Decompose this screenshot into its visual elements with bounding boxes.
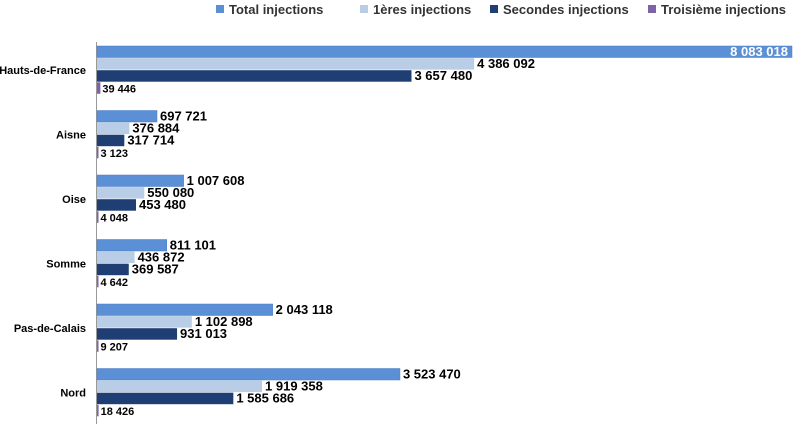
value-label-aisne-1eres-injections: 376 884 bbox=[132, 121, 180, 136]
value-label-pas-de-calais-troisieme-injections: 9 207 bbox=[101, 341, 129, 353]
bar-oise-secondes-injections bbox=[97, 199, 136, 211]
chart-legend: Total injections 1ères injections Secondes… bbox=[216, 2, 786, 17]
value-label-pas-de-calais-total-injections: 2 043 118 bbox=[276, 302, 333, 317]
value-label-pas-de-calais-1eres-injections: 1 102 898 bbox=[195, 314, 253, 329]
bar-hauts-de-france-troisieme-injections bbox=[97, 82, 101, 94]
legend-swatch-secondes-injections bbox=[490, 5, 498, 13]
bar-hauts-de-france-1eres-injections bbox=[97, 58, 475, 70]
data-labels-group: 8 083 018 4 386 092 3 657 480 39 446 697 721… bbox=[101, 44, 789, 418]
bar-hauts-de-france-total-injections bbox=[96, 45, 793, 58]
bar-aisne-1eres-injections bbox=[97, 122, 130, 135]
bar-pas-de-calais-secondes-injections bbox=[97, 328, 178, 340]
bars-group bbox=[96, 45, 793, 417]
category-label-oise: Oise bbox=[62, 194, 86, 206]
category-label-hauts-de-france: Hauts-de-France bbox=[0, 65, 86, 77]
category-label-aisne: Aisne bbox=[56, 130, 86, 142]
bar-nord-total-injections bbox=[96, 368, 401, 381]
category-label-nord: Nord bbox=[60, 388, 86, 400]
legend-label-total-injections: Total injections bbox=[229, 2, 323, 17]
value-label-hauts-de-france-troisieme-injections: 39 446 bbox=[102, 83, 136, 95]
value-label-hauts-de-france-secondes-injections: 3 657 480 bbox=[414, 68, 472, 83]
value-label-pas-de-calais-secondes-injections: 931 013 bbox=[180, 326, 227, 341]
category-label-somme: Somme bbox=[46, 259, 86, 271]
bar-somme-1eres-injections bbox=[97, 251, 135, 264]
legend-label-troisieme-injections: Troisième injections bbox=[661, 2, 786, 17]
bar-hauts-de-france-secondes-injections bbox=[97, 70, 412, 82]
value-label-hauts-de-france-total-injections: 8 083 018 bbox=[730, 44, 788, 59]
value-label-oise-total-injections: 1 007 608 bbox=[187, 173, 245, 188]
legend-label-1eres-injections: 1ères injections bbox=[373, 2, 471, 17]
value-label-aisne-troisieme-injections: 3 123 bbox=[101, 148, 129, 160]
value-label-somme-troisieme-injections: 4 642 bbox=[101, 277, 129, 289]
bar-nord-troisieme-injections bbox=[97, 404, 99, 417]
bar-aisne-secondes-injections bbox=[97, 134, 125, 147]
bar-nord-secondes-injections bbox=[97, 392, 234, 405]
value-label-aisne-total-injections: 697 721 bbox=[160, 109, 207, 124]
bar-nord-1eres-injections bbox=[97, 380, 263, 393]
value-label-nord-1eres-injections: 1 919 358 bbox=[265, 379, 323, 394]
bar-oise-1eres-injections bbox=[97, 187, 145, 199]
bar-aisne-total-injections bbox=[96, 110, 158, 123]
legend-swatch-1eres-injections bbox=[360, 5, 368, 13]
value-label-oise-troisieme-injections: 4 048 bbox=[101, 212, 129, 224]
bar-oise-total-injections bbox=[96, 174, 184, 187]
value-label-nord-secondes-injections: 1 585 686 bbox=[236, 391, 294, 406]
bar-somme-troisieme-injections bbox=[97, 275, 99, 288]
bar-aisne-troisieme-injections bbox=[97, 146, 99, 159]
value-label-somme-secondes-injections: 369 587 bbox=[132, 262, 179, 277]
value-label-somme-1eres-injections: 436 872 bbox=[138, 250, 185, 265]
value-label-nord-troisieme-injections: 18 426 bbox=[101, 406, 135, 418]
bar-somme-secondes-injections bbox=[97, 263, 129, 276]
bar-somme-total-injections bbox=[96, 239, 167, 252]
category-labels: Hauts-de-France Aisne Oise Somme Pas-de-Cala… bbox=[0, 65, 86, 400]
legend-swatch-total-injections bbox=[216, 5, 224, 13]
legend-label-secondes-injections: Secondes injections bbox=[503, 2, 629, 17]
value-label-hauts-de-france-1eres-injections: 4 386 092 bbox=[477, 56, 535, 71]
bar-pas-de-calais-troisieme-injections bbox=[97, 340, 99, 352]
value-label-somme-total-injections: 811 101 bbox=[170, 238, 216, 253]
value-label-oise-1eres-injections: 550 080 bbox=[147, 185, 194, 200]
bar-pas-de-calais-total-injections bbox=[96, 303, 273, 316]
value-label-oise-secondes-injections: 453 480 bbox=[139, 197, 186, 212]
bar-oise-troisieme-injections bbox=[97, 211, 99, 223]
category-label-pas-de-calais: Pas-de-Calais bbox=[14, 323, 86, 335]
value-label-nord-total-injections: 3 523 470 bbox=[403, 367, 461, 382]
legend-swatch-troisieme-injections bbox=[648, 5, 656, 13]
bar-pas-de-calais-1eres-injections bbox=[97, 316, 192, 328]
value-label-aisne-secondes-injections: 317 714 bbox=[127, 133, 175, 148]
